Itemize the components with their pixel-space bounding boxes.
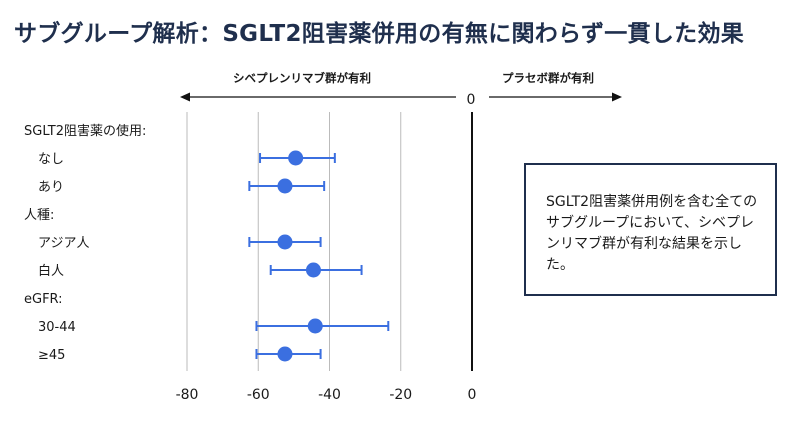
subgroup-mark — [248, 234, 322, 250]
subgroup-label: あり — [38, 180, 64, 195]
subgroup-mark — [255, 318, 390, 334]
direction-indicators: シベプレンリマブ群が有利 プラセボ群が有利 0 — [180, 71, 622, 108]
point-estimate — [305, 262, 321, 278]
group-header-label: SGLT2阻害薬の使用: — [24, 123, 146, 139]
group-header-label: 人種: — [24, 207, 54, 223]
x-tick-label: -80 — [176, 387, 199, 403]
point-estimate — [277, 234, 293, 250]
group-header-label: eGFR: — [24, 292, 63, 307]
subgroup-label: 30-44 — [38, 320, 76, 335]
subgroup-label: なし — [38, 152, 64, 167]
point-estimate — [288, 150, 304, 166]
point-estimate — [277, 346, 293, 362]
point-estimate — [307, 318, 323, 334]
page-title: サブグループ解析：SGLT2阻害薬併用の有無に関わらず一貫した効果 — [14, 21, 745, 47]
right-arrow-head — [612, 92, 622, 102]
subgroup-label: 白人 — [38, 263, 64, 279]
subgroup-mark — [259, 150, 336, 166]
x-tick-label: -20 — [389, 387, 412, 403]
subgroup-mark — [255, 346, 322, 362]
x-tick-label: -40 — [318, 387, 341, 403]
left-direction-label: シベプレンリマブ群が有利 — [233, 71, 371, 85]
x-tick-label: -60 — [247, 387, 270, 403]
summary-note: SGLT2阻害薬併用例を含む全てのサブグループにおいて、シベプレンリマブ群が有利… — [524, 163, 777, 296]
subgroup-mark — [269, 262, 363, 278]
right-direction-label: プラセボ群が有利 — [502, 71, 594, 85]
x-axis-ticks: -80 -60 -40 -20 0 — [176, 387, 477, 403]
data-marks — [248, 150, 390, 362]
subgroup-label: ≥45 — [38, 348, 65, 363]
left-arrow-head — [180, 92, 190, 102]
zero-direction-label: 0 — [467, 92, 476, 108]
subgroup-mark — [248, 178, 326, 194]
x-tick-label: 0 — [468, 387, 477, 403]
point-estimate — [277, 178, 293, 194]
subgroup-label: アジア人 — [38, 236, 89, 251]
grid-layer — [186, 112, 473, 371]
